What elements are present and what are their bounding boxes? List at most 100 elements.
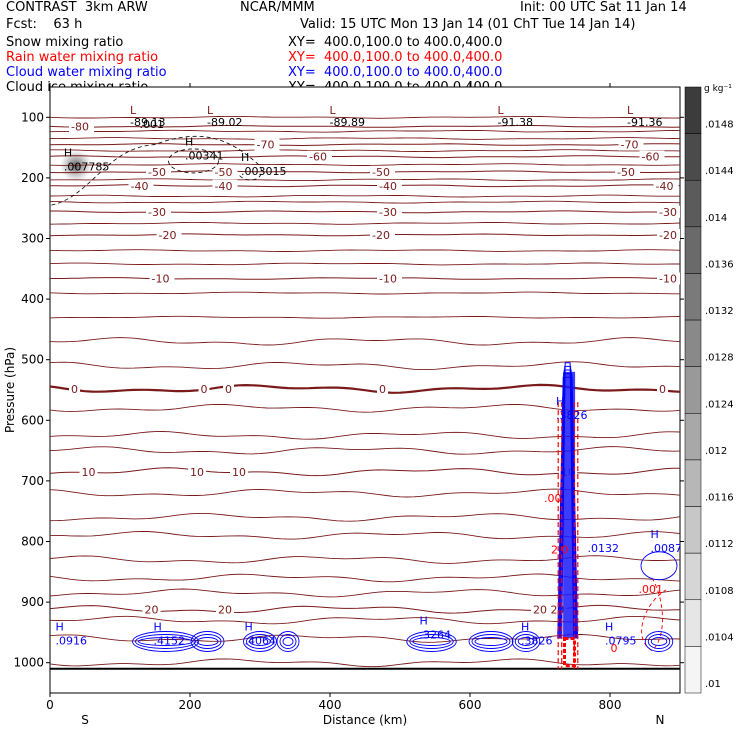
legend-cloudwater-xy: XY= 400.0,100.0 to 400.0,400.0 <box>288 65 503 80</box>
center-label: NCAR/MMM <box>240 0 315 15</box>
cloud-water-contour <box>132 631 199 652</box>
rain-value: 2.0 <box>551 544 569 557</box>
forecast-hour: Fcst: 63 h <box>6 17 83 32</box>
temperature-contour-label: -60 <box>642 151 660 164</box>
cloud-water-contour <box>409 634 454 649</box>
temperature-contour-label: -60 <box>309 151 327 164</box>
temperature-contour-line <box>50 315 680 319</box>
cloud-water-max-value: .3826 <box>556 409 588 422</box>
temperature-contour-label: 20 <box>218 603 232 616</box>
low-value: -89.89 <box>330 116 365 129</box>
temperature-contour-label: 0 <box>379 383 386 396</box>
cloud-water-contour <box>282 637 294 646</box>
y-tick-label: 100 <box>21 110 44 124</box>
colorbar-tick-label: .0116 <box>705 493 734 504</box>
low-marker: L <box>498 104 505 117</box>
colorbar-swatch <box>684 133 702 181</box>
rain-value: 0 <box>611 642 618 655</box>
rain-value: .00 <box>544 492 562 505</box>
x-tick-label: 200 <box>179 698 202 712</box>
colorbar-swatch <box>684 179 702 228</box>
y-tick-label: 500 <box>21 353 44 367</box>
cloud-water-contour <box>471 634 511 649</box>
temperature-contour-label: 20 <box>533 603 547 616</box>
temperature-contour-line <box>50 361 680 371</box>
temperature-contour <box>50 143 680 147</box>
temperature-contour-label: 10 <box>190 466 204 479</box>
temperature-contour-line <box>50 200 680 204</box>
temperature-contour-line <box>50 115 680 119</box>
x-tick-label: 800 <box>599 698 622 712</box>
colorbar-tick-label: .0148 <box>705 120 734 131</box>
cloud-water-contour <box>138 637 193 646</box>
colorbar-swatch <box>684 226 702 274</box>
high-marker: H <box>556 395 564 408</box>
snow-max-value: .003015 <box>241 165 287 178</box>
colorbar-swatch <box>684 459 702 507</box>
temperature-contour-label: -10 <box>379 272 397 285</box>
temperature-contour-label: -50 <box>215 166 233 179</box>
y-axis-title: Pressure (hPa) <box>3 347 17 433</box>
temperature-contour-label: -80 <box>71 120 89 133</box>
low-value: -89.02 <box>207 116 242 129</box>
cloud-water-contour <box>644 631 674 652</box>
cloud-water-contour <box>196 637 219 646</box>
temperature-contour-label: -70 <box>621 139 639 152</box>
cloud-water-max-value: .0087 <box>651 542 683 555</box>
cloud-water-contour <box>561 362 575 639</box>
temperature-contour <box>50 184 680 188</box>
temperature-contour-line <box>50 262 680 266</box>
colorbar-tick-label: .0128 <box>705 353 734 364</box>
colorbar-swatch <box>684 506 702 554</box>
high-marker: H <box>56 621 64 634</box>
colorbar-swatch <box>684 366 702 414</box>
temperature-contour-label: -40 <box>131 180 149 193</box>
cloud-water-contour <box>279 634 297 649</box>
high-marker: H <box>64 147 72 160</box>
temperature-contour-label: -40 <box>379 180 397 193</box>
temperature-contour-line <box>50 337 680 346</box>
y-tick-label: 800 <box>21 535 44 549</box>
temperature-contour-line <box>50 249 680 252</box>
temperature-contour-label: 0 <box>201 383 208 396</box>
snow-max-value: .007785 <box>64 161 110 174</box>
temperature-contour-label: -10 <box>659 272 677 285</box>
low-marker: L <box>130 104 137 117</box>
legend-rain-xy: XY= 400.0,100.0 to 400.0,400.0 <box>288 50 503 65</box>
cloud-water-max-value: .0132 <box>588 542 620 555</box>
colorbar-swatch <box>684 413 702 461</box>
high-marker: H <box>245 621 253 634</box>
temperature-contour-line <box>50 129 680 133</box>
y-tick-label: 1000 <box>13 656 44 670</box>
snow-contour <box>168 148 219 174</box>
rain-value: .001 <box>639 583 664 596</box>
x-end-label-north: N <box>656 713 665 727</box>
cloud-water-contour <box>276 631 300 652</box>
cloud-water-contour <box>560 365 576 639</box>
x-tick-label: 600 <box>459 698 482 712</box>
y-tick-label: 300 <box>21 232 44 246</box>
cloud-water-contour <box>193 634 222 649</box>
cloud-water-contour <box>246 634 274 649</box>
cloud-water-contour <box>514 634 538 649</box>
temperature-contour-label: -50 <box>617 166 635 179</box>
contour-group: -80-70 -70-60 -60-50 -50 -50 -50-40 -40 -40 -40-… <box>50 104 683 670</box>
model-title: CONTRAST 3km ARW <box>6 0 148 15</box>
legend-snow-xy: XY= 400.0,100.0 to 400.0,400.0 <box>288 35 503 50</box>
cloud-water-contour <box>511 631 541 652</box>
temperature-contour-label: -20 <box>372 229 390 242</box>
y-tick-label: 200 <box>21 171 44 185</box>
temperature-contour-label: -10 <box>152 272 170 285</box>
temperature-contour-label: -50 <box>148 166 166 179</box>
temperature-contour-label: -20 <box>159 229 177 242</box>
temperature-contour-line <box>50 149 680 153</box>
x-end-label-south: S <box>81 713 89 727</box>
cloud-water-max-value: .0795 <box>605 635 637 648</box>
cloud-water-contour <box>249 637 271 646</box>
colorbar-unit: g kg⁻¹ <box>704 84 732 94</box>
low-marker: L <box>330 104 337 117</box>
snow-max-value: .001 <box>140 118 165 131</box>
temperature-contour <box>50 125 680 128</box>
low-marker: L <box>207 104 214 117</box>
